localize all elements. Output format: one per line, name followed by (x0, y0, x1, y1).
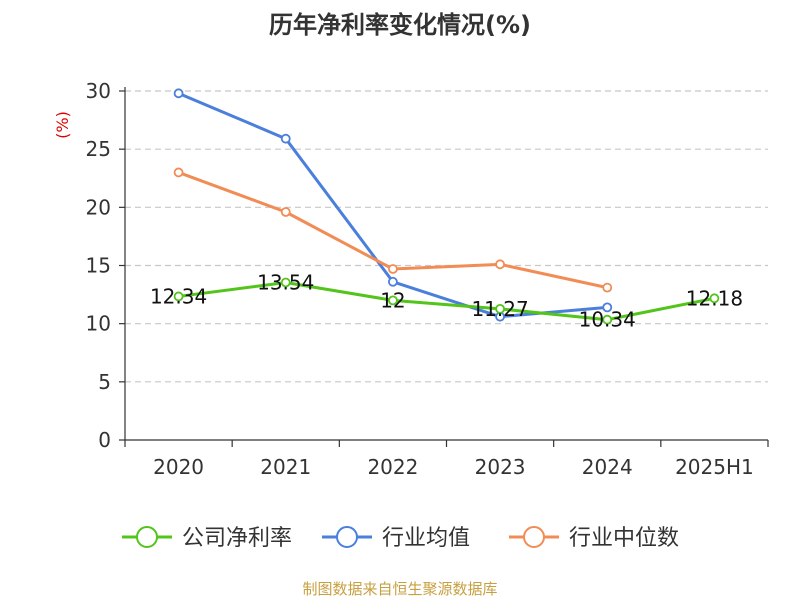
series-point (280, 207, 291, 217)
x-tick-label: 2021 (260, 455, 311, 479)
y-tick-label: 15 (86, 254, 111, 278)
series-point (280, 277, 291, 288)
series-lines (173, 88, 720, 325)
series-point (388, 295, 398, 306)
x-tick-label: 2023 (475, 455, 526, 479)
legend-item: 行业均值 (322, 526, 470, 551)
y-tick-label: 30 (86, 79, 111, 103)
x-tick-label: 2022 (367, 455, 418, 479)
series-point (173, 291, 184, 302)
series-point (602, 302, 613, 313)
y-tick-label: 10 (86, 312, 111, 336)
x-tick-label: 2024 (582, 455, 633, 479)
series-point (173, 88, 184, 99)
legend-swatch-marker (336, 526, 358, 548)
series-point (495, 259, 505, 270)
x-tick-label: 2020 (153, 455, 204, 479)
y-tick-label: 5 (98, 370, 111, 394)
legend-label: 行业中位数 (569, 526, 679, 551)
series-point (388, 276, 398, 287)
series-point (602, 282, 613, 293)
y-axis-unit: (%) (53, 111, 72, 139)
data-source: 制图数据来自恒生聚源数据库 (302, 580, 497, 598)
legend-label: 公司净利率 (182, 526, 292, 551)
series-point (173, 167, 184, 178)
data-label: 10.34 (579, 308, 636, 332)
data-label: 12.34 (150, 284, 207, 308)
y-tick-label: 20 (86, 195, 111, 219)
legend-swatch-marker (523, 526, 545, 548)
x-tick-label: 2025H1 (675, 455, 754, 479)
data-labels: 12.34 13.54 12 11.27 10.34 12.18 (150, 270, 743, 331)
data-label: 12 (380, 288, 405, 312)
series-point (709, 293, 720, 304)
series-point (602, 314, 613, 325)
grid-lines (125, 90, 768, 383)
axes: 0 5 10 15 20 25 30 2020 2021 2022 2023 2024 2025H1 (86, 79, 769, 479)
data-label: 13.54 (257, 270, 314, 294)
legend-item: 公司净利率 (122, 526, 292, 551)
chart-title: 历年净利率变化情况(%) (269, 11, 531, 39)
y-tick-label: 0 (98, 428, 111, 452)
data-label: 11.27 (471, 297, 528, 321)
series-point (280, 133, 291, 144)
series-point (495, 303, 505, 314)
series-point (388, 264, 398, 274)
legend-swatch-marker (136, 526, 158, 548)
y-tick-label: 25 (86, 137, 111, 161)
legend: 公司净利率 行业均值 行业中位数 (122, 526, 679, 551)
data-label: 12.18 (686, 286, 743, 310)
legend-label: 行业均值 (382, 526, 470, 551)
legend-item: 行业中位数 (509, 526, 679, 551)
series-line (178, 280, 715, 322)
